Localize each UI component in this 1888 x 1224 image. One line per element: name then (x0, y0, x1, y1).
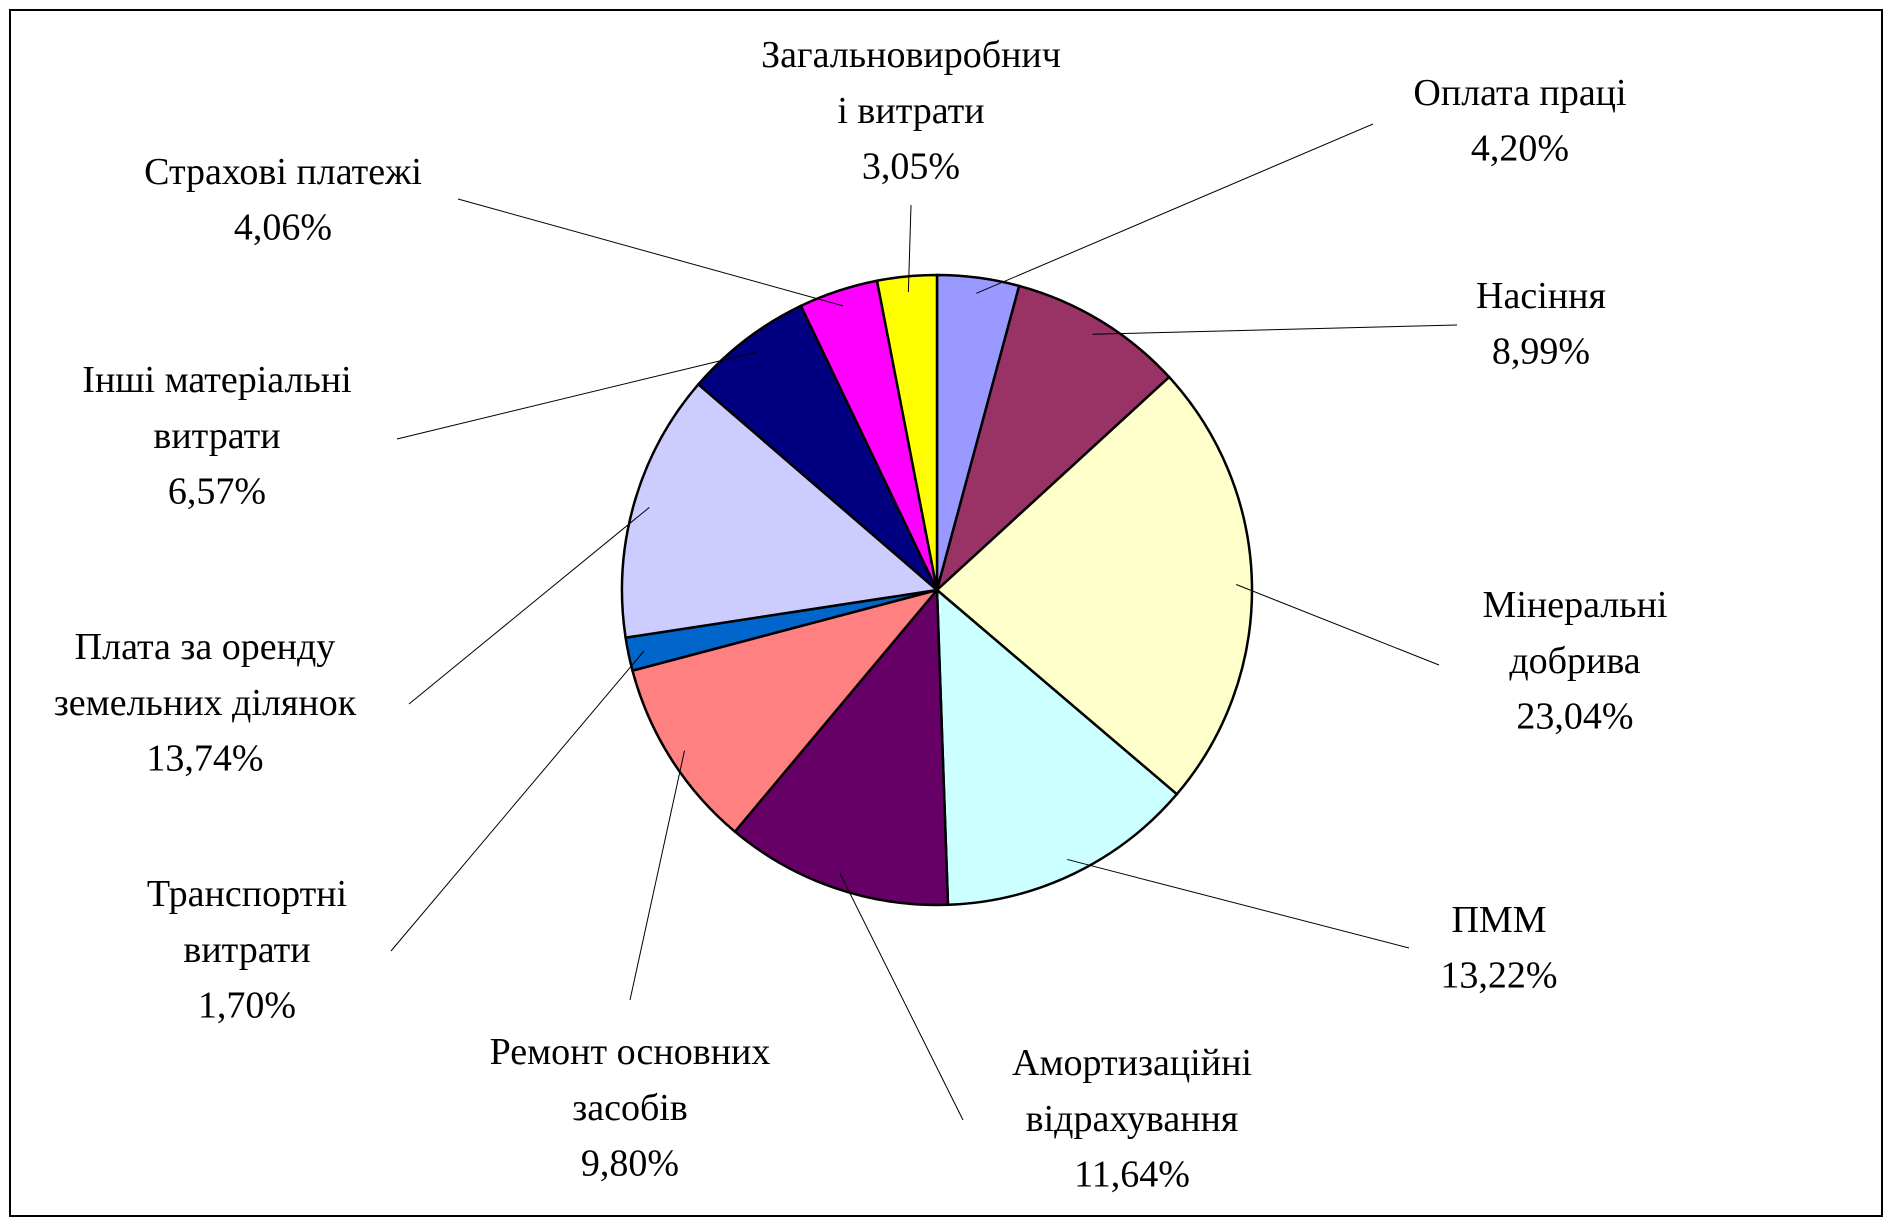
pie-slice (935, 375, 1254, 796)
leader-line (390, 650, 645, 952)
value-label: 4,06% (234, 207, 332, 249)
slice-label: Плата за оренду земельних ділянок (54, 626, 357, 724)
slice-label: Інші матеріальні витрати (82, 359, 351, 457)
pie-slice (696, 304, 939, 591)
leader-line (976, 123, 1374, 294)
value-label: 4,20% (1471, 128, 1569, 170)
value-label: 6,57% (168, 471, 266, 513)
value-label: 11,64% (1074, 1154, 1190, 1196)
pie-slice (620, 382, 940, 640)
leader-line (396, 351, 756, 440)
value-label: 9,80% (581, 1143, 679, 1185)
value-label: 13,74% (146, 738, 263, 780)
pie-slice (733, 586, 950, 907)
slice-label: Мінеральні добрива (1483, 584, 1668, 682)
leader-line (907, 204, 912, 293)
pie-slice (875, 273, 939, 591)
slice-label: Транспортні витрати (147, 873, 347, 971)
slice-label: Амортизаційні відрахування (1012, 1042, 1252, 1140)
leader-line (1236, 584, 1440, 666)
pie-slice (630, 587, 941, 834)
value-label: 23,04% (1516, 696, 1633, 738)
slice-label: Оплата праці (1413, 72, 1626, 114)
leader-line (629, 750, 685, 1001)
value-label: 13,22% (1440, 955, 1557, 997)
leader-line (457, 198, 844, 307)
slice-label: ПММ (1451, 899, 1546, 941)
slice-label: Загальновиробнич і витрати (761, 34, 1061, 132)
leader-line (408, 506, 650, 705)
value-label: 8,99% (1492, 331, 1590, 373)
slice-label: Страхові платежі (144, 151, 422, 193)
leader-line (1067, 858, 1410, 949)
pie-slice (934, 284, 1171, 594)
leader-line (839, 872, 964, 1121)
pie-slice (935, 587, 1179, 907)
value-label: 1,70% (198, 985, 296, 1027)
slice-label: Ремонт основних засобів (490, 1031, 771, 1129)
leader-line (1092, 324, 1458, 335)
slice-label: Насіння (1476, 275, 1606, 317)
value-label: 3,05% (862, 146, 960, 188)
